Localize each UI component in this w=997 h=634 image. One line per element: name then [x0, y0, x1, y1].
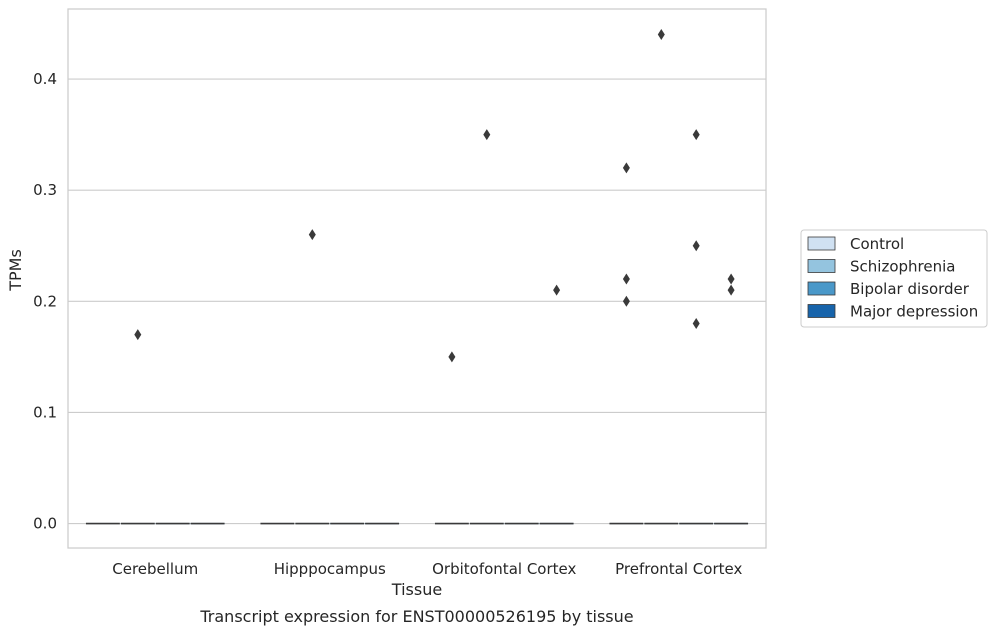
- outlier-point: [692, 240, 700, 252]
- box-plots: [85, 522, 749, 525]
- legend-label: Bipolar disorder: [850, 280, 970, 298]
- outlier-point: [657, 29, 665, 41]
- outlier-point: [622, 162, 630, 174]
- y-tick-label: 0.4: [33, 70, 57, 88]
- outlier-point: [727, 284, 735, 296]
- x-axis-label: Tissue: [391, 580, 442, 599]
- y-tick-label: 0.1: [33, 403, 57, 421]
- y-axis-label: TPMs: [6, 249, 25, 292]
- legend-items: Control Schizophrenia Bipolar disorder Majo…: [807, 235, 978, 321]
- y-tick-label: 0.3: [33, 181, 57, 199]
- outlier-point: [692, 318, 700, 330]
- y-axis-ticks: 0.0 0.1 0.2 0.3 0.4: [33, 70, 57, 533]
- outlier-point: [553, 284, 561, 296]
- outlier-point: [448, 351, 456, 363]
- x-tick-label: Cerebellum: [112, 560, 198, 578]
- outlier-points: [134, 29, 735, 363]
- y-tick-label: 0.2: [33, 292, 57, 310]
- y-tick-label: 0.0: [33, 515, 57, 533]
- x-tick-label: Hipppocampus: [274, 560, 386, 578]
- outlier-point: [483, 129, 491, 141]
- chart-caption: Transcript expression for ENST0000052619…: [199, 607, 633, 626]
- outlier-point: [134, 329, 142, 341]
- x-tick-label: Orbitofontal Cortex: [432, 560, 576, 578]
- outlier-point: [622, 295, 630, 307]
- legend-frame: [800, 229, 988, 328]
- outlier-point: [622, 273, 630, 285]
- legend-swatch: [807, 259, 836, 273]
- legend: Control Schizophrenia Bipolar disorder Majo…: [800, 229, 988, 328]
- x-axis-ticks: Cerebellum Hipppocampus Orbitofontal Corte…: [112, 560, 742, 578]
- legend-label: Major depression: [850, 303, 978, 321]
- grid-lines: [68, 78, 766, 525]
- legend-swatch: [807, 281, 836, 296]
- outlier-point: [727, 273, 735, 285]
- legend-swatch: [807, 236, 836, 251]
- legend-label: Control: [850, 235, 904, 253]
- x-tick-label: Prefrontal Cortex: [615, 560, 742, 578]
- outlier-point: [692, 129, 700, 141]
- legend-swatch: [807, 304, 836, 318]
- plot-frame: [67, 8, 767, 549]
- outlier-point: [308, 229, 316, 241]
- legend-label: Schizophrenia: [850, 258, 955, 276]
